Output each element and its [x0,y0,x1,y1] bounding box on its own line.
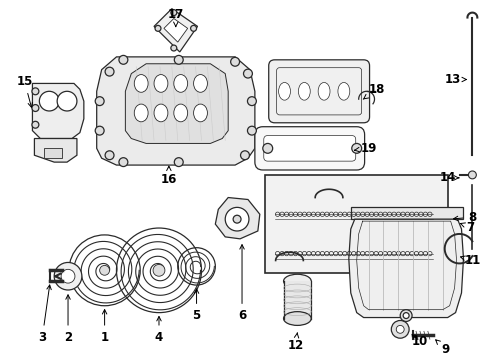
Ellipse shape [337,82,349,100]
Ellipse shape [193,75,207,92]
Circle shape [153,265,164,276]
Text: 14: 14 [439,171,458,184]
Circle shape [399,310,411,321]
Circle shape [95,126,104,135]
Circle shape [32,88,39,95]
Ellipse shape [154,75,167,92]
Ellipse shape [193,104,207,122]
Circle shape [247,126,256,135]
Circle shape [170,45,177,51]
Circle shape [57,91,77,111]
Circle shape [230,57,239,66]
Circle shape [225,207,248,231]
Polygon shape [34,139,77,162]
Polygon shape [163,18,187,42]
Polygon shape [32,84,83,139]
Ellipse shape [173,75,187,92]
Circle shape [54,262,81,290]
Circle shape [39,91,59,111]
Text: 5: 5 [192,289,200,322]
Text: 12: 12 [287,333,303,352]
Circle shape [100,265,109,275]
Circle shape [119,55,127,64]
Circle shape [402,312,408,319]
Text: 16: 16 [161,166,177,186]
Circle shape [468,171,475,179]
Circle shape [32,121,39,128]
Bar [44,148,62,158]
Ellipse shape [134,104,148,122]
Text: 3: 3 [38,285,51,344]
Polygon shape [125,64,228,143]
Text: 17: 17 [167,8,183,27]
Circle shape [262,143,272,153]
Circle shape [395,325,404,333]
Text: 9: 9 [435,340,449,356]
Polygon shape [215,198,259,239]
Text: 4: 4 [155,316,163,344]
Circle shape [233,215,241,223]
Circle shape [95,97,104,105]
Bar [350,207,463,219]
Text: 6: 6 [238,245,245,322]
Circle shape [61,269,75,283]
Bar [283,281,310,319]
Ellipse shape [173,104,187,122]
Circle shape [243,69,252,78]
Text: 15: 15 [16,75,33,107]
Ellipse shape [278,82,290,100]
Text: 1: 1 [101,310,108,344]
Circle shape [105,67,114,76]
FancyBboxPatch shape [268,60,369,123]
Circle shape [105,151,114,160]
Circle shape [351,143,361,153]
Ellipse shape [283,312,310,325]
Ellipse shape [154,104,167,122]
Circle shape [174,158,183,167]
Circle shape [240,151,249,160]
Circle shape [170,10,177,15]
Circle shape [390,320,408,338]
Circle shape [119,158,127,167]
Text: 19: 19 [354,142,376,155]
Text: 7: 7 [460,221,473,234]
Polygon shape [154,9,197,52]
Ellipse shape [134,75,148,92]
Circle shape [155,26,161,31]
Text: 18: 18 [363,83,384,99]
FancyBboxPatch shape [254,127,364,170]
Ellipse shape [318,82,329,100]
Text: 11: 11 [460,254,480,267]
Text: 2: 2 [64,295,72,344]
FancyBboxPatch shape [263,136,355,161]
Polygon shape [348,219,463,318]
Polygon shape [97,57,254,165]
Ellipse shape [298,82,309,100]
Text: 13: 13 [444,73,466,86]
Text: 8: 8 [452,211,475,224]
Text: 10: 10 [411,335,427,348]
Ellipse shape [283,274,310,288]
Circle shape [190,26,196,31]
Circle shape [32,105,39,112]
Bar [264,175,447,273]
Circle shape [247,97,256,105]
Circle shape [174,55,183,64]
